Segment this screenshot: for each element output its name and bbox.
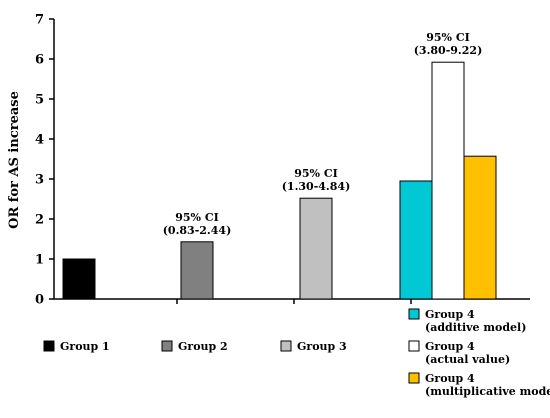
bar-1: [62, 258, 96, 300]
legend-label-5: Group 4: [425, 340, 475, 353]
bar-6: [463, 155, 497, 300]
ci-annotations: 95% CI(0.83-2.44)95% CI(1.30-4.84)95% CI…: [163, 31, 483, 237]
legend-label-5: (actual value): [425, 353, 510, 366]
bar-5: [431, 61, 465, 300]
legend-label-6: Group 4: [425, 372, 475, 385]
legend-label-4: (additive model): [425, 321, 526, 334]
legend-swatch-4: [408, 308, 420, 320]
legend-swatch-3: [280, 340, 292, 352]
ci-annotation-line: (3.80-9.22): [414, 44, 483, 57]
y-tick-label: 2: [35, 213, 44, 228]
bar-4: [399, 180, 433, 300]
legend-label-3: Group 3: [297, 340, 347, 353]
y-axis-label: OR for AS increase: [7, 91, 22, 229]
legend-swatch-1: [43, 340, 55, 352]
legend-label-1: Group 1: [60, 340, 110, 353]
ci-annotation-line: (1.30-4.84): [282, 180, 351, 193]
bar-3: [299, 197, 333, 300]
ci-annotation-line: 95% CI: [426, 31, 470, 44]
ci-annotation-line: (0.83-2.44): [163, 224, 232, 237]
bars: [62, 61, 497, 300]
y-tick-label: 7: [35, 13, 44, 28]
y-tick-label: 5: [35, 93, 44, 108]
y-tick-label: 3: [35, 173, 44, 188]
legend-swatch-5: [408, 340, 420, 352]
legend-label-2: Group 2: [178, 340, 228, 353]
ci-annotation-line: 95% CI: [294, 167, 338, 180]
legend-label-6: (multiplicative model): [425, 385, 550, 398]
y-tick-label: 0: [35, 293, 44, 308]
legend-swatch-6: [408, 372, 420, 384]
y-tick-label: 6: [35, 53, 44, 68]
ci-annotation-line: 95% CI: [175, 211, 219, 224]
y-tick-label: 1: [35, 253, 44, 268]
legend-label-4: Group 4: [425, 308, 475, 321]
y-tick-label: 4: [35, 133, 44, 148]
legend-swatch-2: [161, 340, 173, 352]
bar-2: [180, 241, 214, 300]
